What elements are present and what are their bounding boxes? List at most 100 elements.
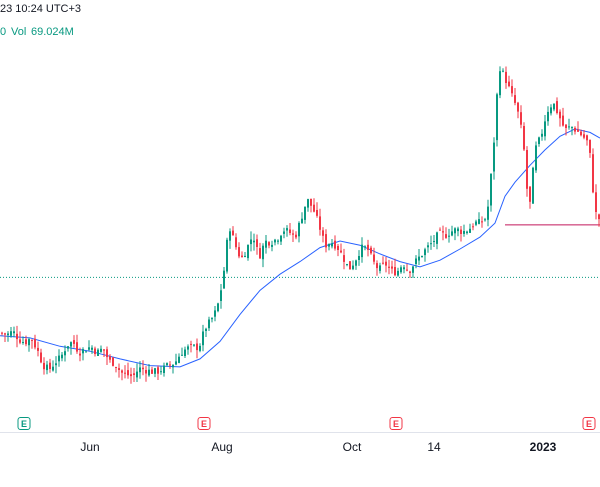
candle-body [127, 370, 129, 376]
candle-body [460, 229, 462, 234]
earnings-marker[interactable]: E [389, 417, 403, 430]
candle [502, 68, 504, 73]
candle [196, 338, 198, 359]
candle [364, 245, 366, 251]
candle [172, 364, 174, 374]
candle [238, 242, 240, 259]
candle [91, 345, 93, 354]
earnings-marker[interactable]: E [582, 417, 596, 430]
candle [328, 243, 330, 251]
candle-body [88, 347, 90, 350]
candle [265, 235, 267, 254]
candle [424, 247, 426, 262]
candle [118, 363, 120, 378]
candle-body [133, 373, 135, 375]
candle [73, 335, 75, 348]
candle [49, 358, 51, 373]
candle-body [160, 371, 162, 373]
candle [577, 121, 579, 132]
candle [130, 367, 132, 384]
x-axis-label: Aug [211, 440, 233, 454]
candle [394, 258, 396, 277]
earnings-marker[interactable]: E [197, 417, 211, 430]
candle [469, 223, 471, 233]
candle-body [46, 364, 48, 371]
candle [412, 265, 414, 278]
candle [511, 79, 513, 97]
candle-body [478, 219, 480, 224]
candle-body [412, 266, 414, 273]
candle-body [106, 349, 108, 358]
candle-body [124, 372, 126, 374]
candle-body [202, 331, 204, 346]
candle-body [526, 150, 528, 189]
candle-body [583, 134, 585, 138]
reference-lines [0, 224, 600, 278]
candle [304, 206, 306, 224]
candle-body [292, 233, 294, 235]
candle [544, 115, 546, 141]
candle-body [457, 228, 459, 232]
candle-body [556, 101, 558, 113]
candle [175, 353, 177, 366]
candle [34, 334, 36, 350]
candle-body [37, 347, 39, 351]
candle [595, 184, 597, 220]
candle-body [277, 240, 279, 242]
candle-body [331, 243, 333, 247]
candle [322, 227, 324, 243]
candle-body [529, 186, 531, 202]
candle-body [511, 86, 513, 94]
candle [184, 346, 186, 358]
candle [55, 356, 57, 374]
candle-body [340, 250, 342, 253]
candle [268, 241, 270, 249]
candle [28, 337, 30, 352]
candle-body [115, 367, 117, 368]
candle-body [541, 133, 543, 137]
candle-body [496, 94, 498, 141]
candle-body [220, 290, 222, 301]
candle-body [352, 265, 354, 270]
candle-body [253, 240, 255, 243]
candle-body [469, 228, 471, 233]
candle [25, 335, 27, 347]
candle-body [178, 356, 180, 363]
candle-body [349, 261, 351, 270]
candle-body [589, 139, 591, 153]
earnings-marker[interactable]: E [17, 417, 31, 430]
candle-body [85, 351, 87, 353]
candle [517, 101, 519, 119]
candle [574, 126, 576, 135]
candle-body [337, 246, 339, 250]
candle [340, 243, 342, 254]
candle [337, 244, 339, 257]
candle-body [91, 347, 93, 350]
candle [319, 208, 321, 236]
candle-body [10, 331, 12, 336]
candle-body [268, 242, 270, 246]
candle-body [463, 231, 465, 234]
candle-body [67, 346, 69, 349]
candle-body [520, 112, 522, 125]
candle [472, 223, 474, 231]
candle-body [310, 198, 312, 206]
candle [442, 225, 444, 241]
candle-body [100, 348, 102, 352]
candle-body [82, 349, 84, 354]
candle-body [448, 235, 450, 237]
candle [187, 344, 189, 355]
candle [274, 238, 276, 246]
candle-body [301, 218, 303, 224]
volume-prefix: 0 [0, 26, 7, 38]
candle-body [286, 228, 288, 231]
candle [439, 227, 441, 231]
candle-body [436, 232, 438, 244]
candle-body [112, 357, 114, 366]
candle-body [505, 71, 507, 83]
timestamp-text: 23 10:24 UTC+3 [0, 3, 82, 15]
candle [553, 103, 555, 112]
candle-body [400, 267, 402, 273]
candle-body [4, 333, 6, 335]
